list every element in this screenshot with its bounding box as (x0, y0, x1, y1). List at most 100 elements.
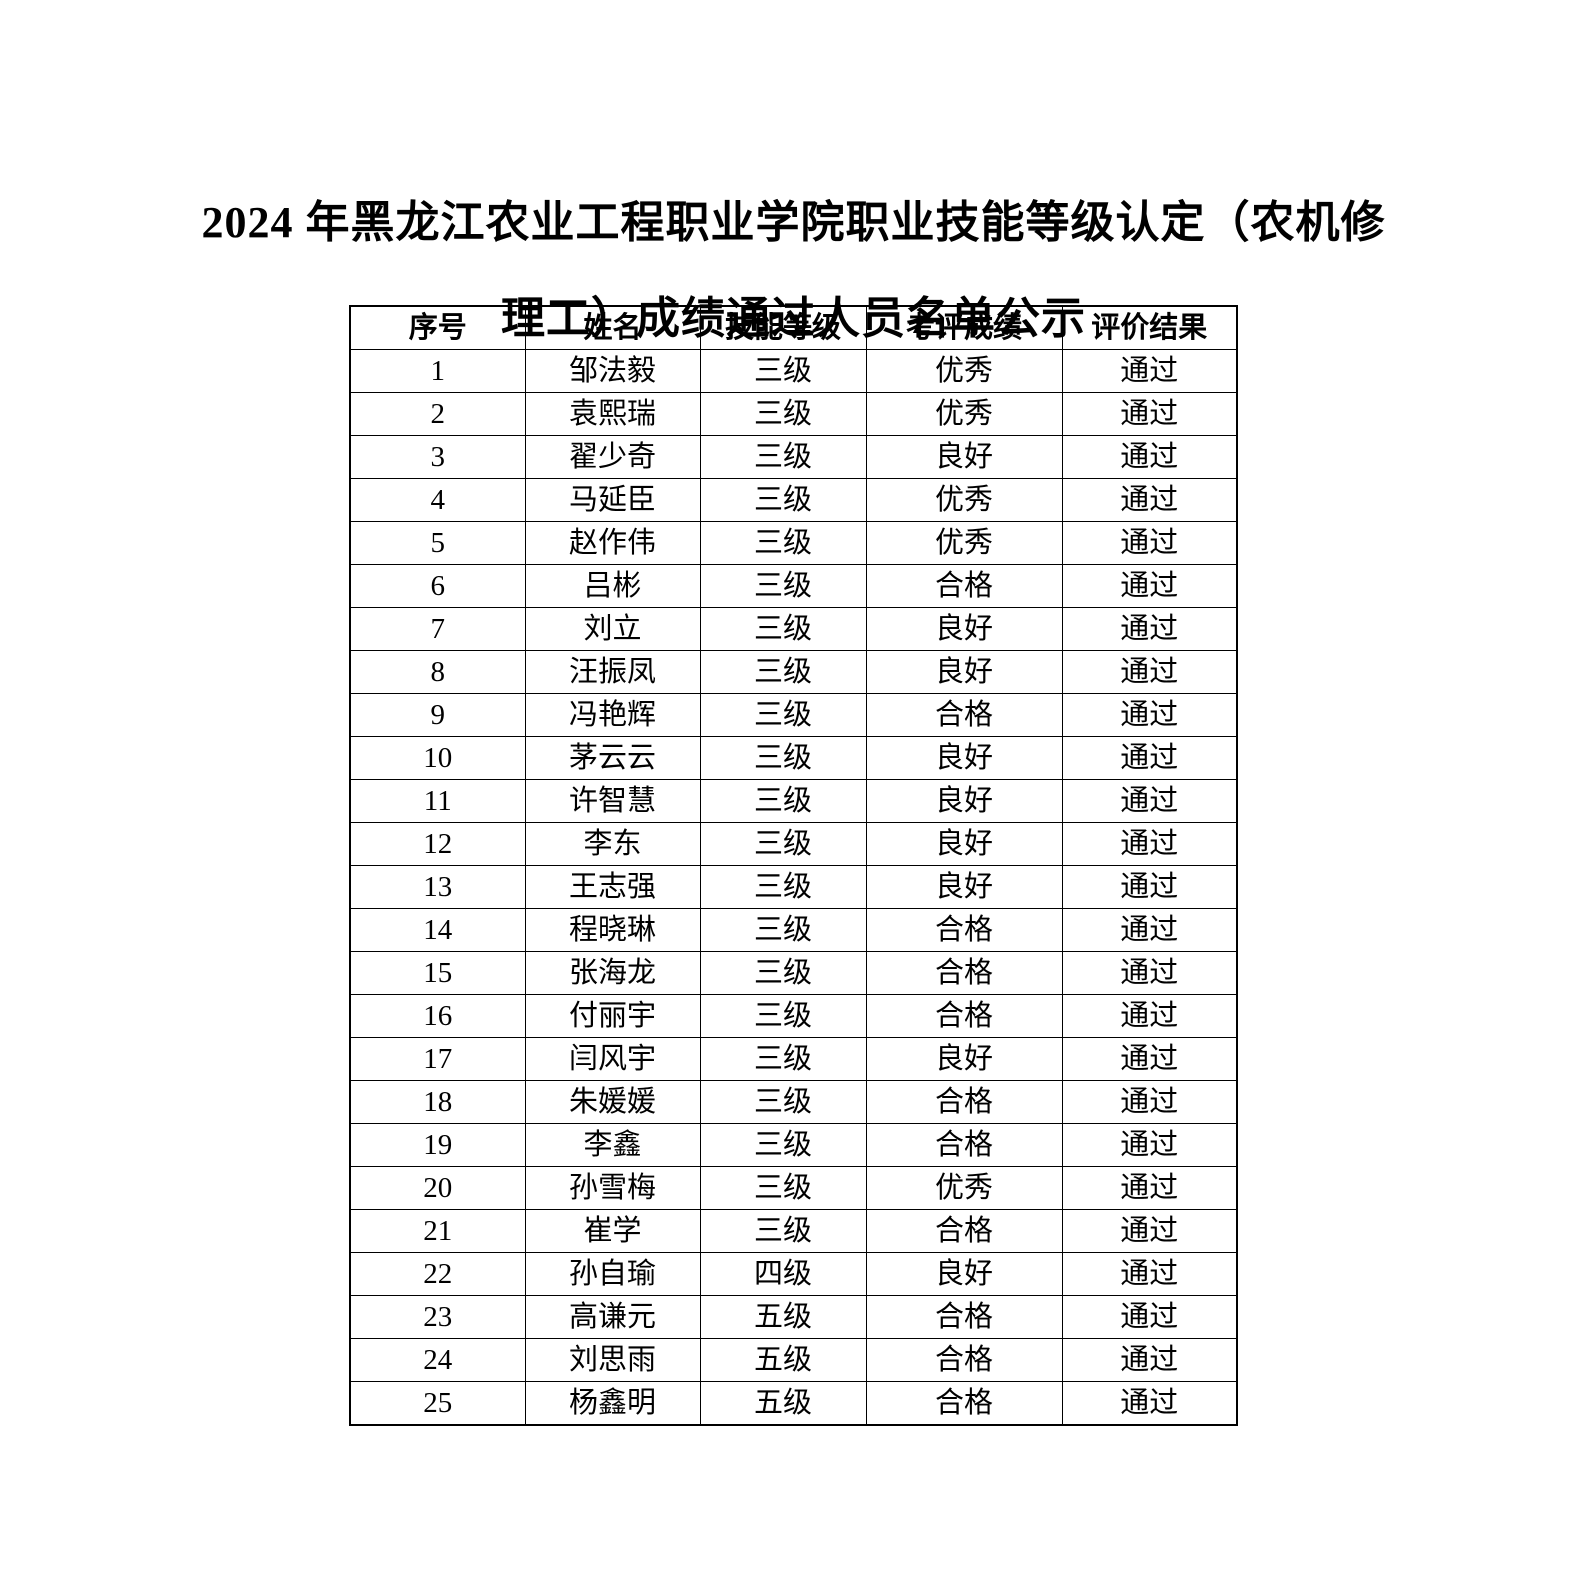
cell-score: 合格 (865, 564, 1063, 608)
column-header-index: 序号 (349, 305, 526, 350)
cell-name: 付丽宇 (524, 994, 701, 1038)
cell-result: 通过 (1061, 1295, 1238, 1339)
cell-level: 三级 (699, 564, 867, 608)
cell-index: 16 (349, 994, 526, 1038)
cell-result: 通过 (1061, 521, 1238, 565)
cell-level: 五级 (699, 1295, 867, 1339)
table-row: 9 冯艳辉 三级 合格 通过 (349, 693, 1238, 737)
cell-score: 良好 (865, 822, 1063, 866)
cell-index: 4 (349, 478, 526, 522)
results-table: 序号 姓名 技能等级 考评成绩 评价结果 1 邹法毅 三级 优秀 通过 2 (349, 305, 1238, 1426)
cell-level: 四级 (699, 1252, 867, 1296)
cell-level: 三级 (699, 607, 867, 651)
table-row: 19 李鑫 三级 合格 通过 (349, 1123, 1238, 1167)
table-row: 1 邹法毅 三级 优秀 通过 (349, 349, 1238, 393)
cell-index: 7 (349, 607, 526, 651)
cell-name: 李鑫 (524, 1123, 701, 1167)
cell-level: 三级 (699, 693, 867, 737)
cell-level: 三级 (699, 1209, 867, 1253)
column-header-result: 评价结果 (1061, 305, 1238, 350)
cell-index: 5 (349, 521, 526, 565)
cell-result: 通过 (1061, 865, 1238, 909)
cell-result: 通过 (1061, 392, 1238, 436)
cell-level: 三级 (699, 908, 867, 952)
cell-score: 合格 (865, 1338, 1063, 1382)
table-row: 24 刘思雨 五级 合格 通过 (349, 1338, 1238, 1382)
cell-level: 三级 (699, 1037, 867, 1081)
cell-name: 刘立 (524, 607, 701, 651)
cell-level: 三级 (699, 392, 867, 436)
cell-score: 合格 (865, 1123, 1063, 1167)
cell-score: 优秀 (865, 392, 1063, 436)
table-body: 1 邹法毅 三级 优秀 通过 2 袁熙瑞 三级 优秀 通过 3 翟少奇 (349, 349, 1238, 1426)
cell-index: 8 (349, 650, 526, 694)
cell-level: 三级 (699, 736, 867, 780)
cell-index: 15 (349, 951, 526, 995)
cell-level: 五级 (699, 1338, 867, 1382)
cell-level: 三级 (699, 1123, 867, 1167)
cell-result: 通过 (1061, 1338, 1238, 1382)
cell-index: 19 (349, 1123, 526, 1167)
cell-result: 通过 (1061, 1252, 1238, 1296)
cell-result: 通过 (1061, 1037, 1238, 1081)
cell-result: 通过 (1061, 478, 1238, 522)
column-header-level: 技能等级 (699, 305, 867, 350)
cell-name: 翟少奇 (524, 435, 701, 479)
cell-level: 五级 (699, 1381, 867, 1426)
cell-name: 杨鑫明 (524, 1381, 701, 1426)
table-row: 5 赵作伟 三级 优秀 通过 (349, 521, 1238, 565)
cell-index: 11 (349, 779, 526, 823)
cell-result: 通过 (1061, 564, 1238, 608)
table-row: 18 朱媛媛 三级 合格 通过 (349, 1080, 1238, 1124)
cell-score: 合格 (865, 994, 1063, 1038)
table-row: 21 崔学 三级 合格 通过 (349, 1209, 1238, 1253)
cell-level: 三级 (699, 435, 867, 479)
cell-score: 优秀 (865, 521, 1063, 565)
cell-result: 通过 (1061, 607, 1238, 651)
cell-score: 合格 (865, 1295, 1063, 1339)
table-row: 3 翟少奇 三级 良好 通过 (349, 435, 1238, 479)
cell-name: 赵作伟 (524, 521, 701, 565)
cell-result: 通过 (1061, 435, 1238, 479)
cell-name: 李东 (524, 822, 701, 866)
cell-score: 良好 (865, 607, 1063, 651)
cell-name: 汪振凤 (524, 650, 701, 694)
table-row: 16 付丽宇 三级 合格 通过 (349, 994, 1238, 1038)
cell-level: 三级 (699, 1166, 867, 1210)
cell-result: 通过 (1061, 650, 1238, 694)
cell-result: 通过 (1061, 693, 1238, 737)
cell-name: 王志强 (524, 865, 701, 909)
column-header-score: 考评成绩 (865, 305, 1063, 350)
cell-score: 良好 (865, 779, 1063, 823)
table-row: 23 高谦元 五级 合格 通过 (349, 1295, 1238, 1339)
cell-name: 袁熙瑞 (524, 392, 701, 436)
cell-level: 三级 (699, 951, 867, 995)
cell-name: 高谦元 (524, 1295, 701, 1339)
cell-level: 三级 (699, 478, 867, 522)
cell-score: 合格 (865, 1209, 1063, 1253)
table-row: 14 程晓琳 三级 合格 通过 (349, 908, 1238, 952)
cell-result: 通过 (1061, 908, 1238, 952)
table-row: 15 张海龙 三级 合格 通过 (349, 951, 1238, 995)
cell-score: 合格 (865, 1080, 1063, 1124)
cell-level: 三级 (699, 650, 867, 694)
cell-result: 通过 (1061, 1209, 1238, 1253)
cell-index: 17 (349, 1037, 526, 1081)
cell-index: 24 (349, 1338, 526, 1382)
cell-result: 通过 (1061, 736, 1238, 780)
cell-score: 合格 (865, 1381, 1063, 1426)
cell-score: 良好 (865, 1037, 1063, 1081)
cell-name: 孙自瑜 (524, 1252, 701, 1296)
cell-index: 20 (349, 1166, 526, 1210)
cell-index: 14 (349, 908, 526, 952)
cell-result: 通过 (1061, 349, 1238, 393)
cell-result: 通过 (1061, 951, 1238, 995)
cell-index: 10 (349, 736, 526, 780)
cell-score: 优秀 (865, 478, 1063, 522)
cell-index: 12 (349, 822, 526, 866)
table-row: 10 茅云云 三级 良好 通过 (349, 736, 1238, 780)
cell-result: 通过 (1061, 1166, 1238, 1210)
cell-score: 良好 (865, 865, 1063, 909)
cell-level: 三级 (699, 521, 867, 565)
